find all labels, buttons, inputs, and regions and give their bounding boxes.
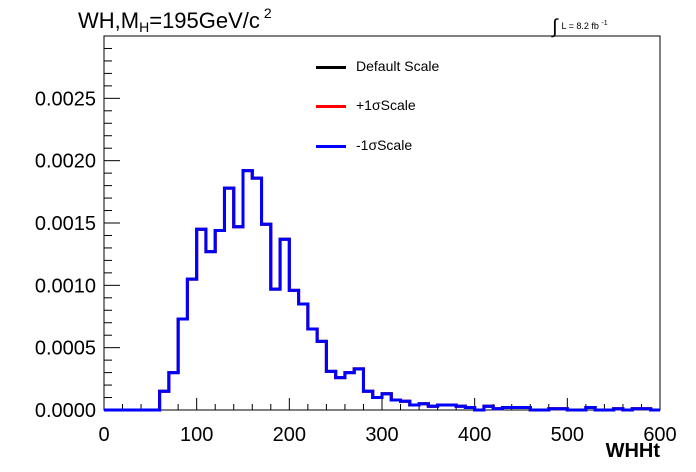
y-tick-label: 0.0020 — [35, 151, 96, 173]
legend-label-plus-sigma-scale: +1σScale — [356, 97, 416, 113]
legend-label-minus-sigma-scale: -1σScale — [356, 137, 413, 153]
luminosity-unit-superscript: -1 — [601, 20, 608, 27]
x-tick-label: 300 — [365, 424, 398, 446]
x-tick-label: 200 — [273, 424, 306, 446]
chart-title: WH,MH=195GeV/c 2 — [78, 5, 272, 35]
x-tick-label: 600 — [643, 424, 676, 446]
y-tick-label: 0.0010 — [35, 275, 96, 297]
x-tick-label: 500 — [551, 424, 584, 446]
y-tick-label: 0.0025 — [35, 88, 96, 110]
legend-swatch-minus-sigma-scale — [316, 145, 346, 148]
legend-item-default-scale: Default Scale — [316, 54, 516, 80]
x-tick-label: 0 — [98, 424, 109, 446]
x-tick-label: 400 — [458, 424, 491, 446]
x-axis-title: WHHt — [605, 440, 660, 462]
axis-ticks: 0 100 200 300 400 500 600 0.0000 0.0005 0.0010 0.0… — [35, 35, 677, 446]
title-subscript: H — [139, 19, 150, 35]
title-main: WH,M — [78, 8, 140, 33]
luminosity-label: ∫ L = 8.2 fb -1 — [552, 12, 608, 38]
legend-item-minus-sigma-scale: -1σScale — [316, 133, 516, 159]
title-superscript: 2 — [263, 5, 272, 21]
x-tick-label: 100 — [180, 424, 213, 446]
integral-symbol: ∫ — [552, 16, 558, 38]
legend-label-default-scale: Default Scale — [356, 58, 440, 74]
y-tick-label: 0.0015 — [35, 213, 96, 235]
series-layer — [104, 169, 660, 412]
legend-item-plus-sigma-scale: +1σScale — [316, 93, 516, 119]
series-line-2 — [104, 169, 660, 412]
luminosity-text: L = 8.2 fb — [561, 21, 599, 31]
title-rest: =195GeV/c — [149, 8, 260, 33]
legend-swatch-default-scale — [316, 66, 346, 69]
y-tick-label: 0.0005 — [35, 338, 96, 360]
legend-swatch-plus-sigma-scale — [316, 105, 346, 108]
y-tick-label: 0.0000 — [35, 400, 96, 422]
